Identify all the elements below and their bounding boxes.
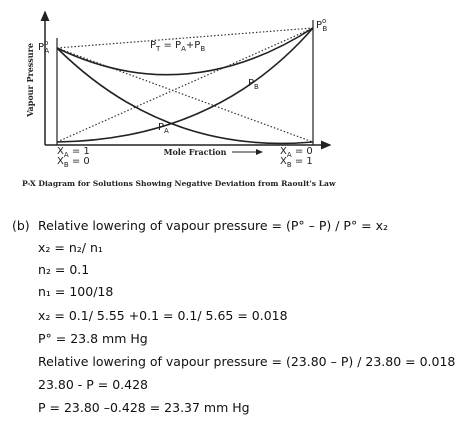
label-part: B <box>64 161 69 169</box>
solution-line: n₁ = 100/18 <box>38 284 114 299</box>
label-part: A <box>287 151 292 159</box>
ideal-total <box>56 27 314 49</box>
label-part: o <box>44 39 48 47</box>
diagram-label: Po A <box>38 39 49 55</box>
solution-line: 23.80 - P = 0.428 <box>38 377 148 392</box>
diagram: Vapour Pressure Mole Fraction P-X Diagra… <box>22 10 336 188</box>
label-part: B <box>322 25 327 33</box>
label-part: o <box>322 17 326 25</box>
diagram-label: XB = 0 <box>57 156 90 169</box>
label-part: X <box>280 146 287 157</box>
label-part: T <box>155 45 161 53</box>
x-axis-label: Mole Fraction <box>164 147 227 157</box>
diagram-label: PA <box>158 122 169 135</box>
label-part: = 0 <box>292 146 313 157</box>
label-part: A <box>164 127 169 135</box>
label-part: B <box>287 161 292 169</box>
label-part: X <box>280 156 287 167</box>
label-part: P <box>248 78 254 89</box>
solution-line: P = 23.80 –0.428 = 23.37 mm Hg <box>38 400 250 415</box>
label-part: P <box>150 40 156 51</box>
label-part: +P <box>186 40 200 51</box>
curve-b <box>56 27 314 143</box>
label-part: X <box>57 146 64 157</box>
label-part: A <box>44 47 49 55</box>
diagram-label: XB = 1 <box>280 156 313 169</box>
label-part: B <box>254 83 259 91</box>
solution-line: x₂ = 0.1/ 5.55 +0.1 = 0.1/ 5.65 = 0.018 <box>38 308 288 323</box>
curve-total <box>56 27 314 76</box>
label-part: = 0 <box>69 156 90 167</box>
diagram-label: Po B <box>316 17 327 33</box>
caption: P-X Diagram for Solutions Showing Negati… <box>22 179 336 188</box>
label-part: = 1 <box>292 156 313 167</box>
label-part: P <box>158 122 164 133</box>
diagram-label: PT = PA+PB <box>150 40 205 53</box>
label-part: A <box>64 151 69 159</box>
label-part: B <box>200 45 205 53</box>
label-part: P <box>316 20 322 31</box>
label-part: = P <box>160 40 181 51</box>
solution-line: P° = 23.8 mm Hg <box>38 331 148 346</box>
label-part: A <box>181 45 186 53</box>
solution-line: n₂ = 0.1 <box>38 262 90 277</box>
diagram-label: XA = 1 <box>57 146 90 159</box>
diagram-label: XA = 0 <box>280 146 313 159</box>
solution-line: Relative lowering of vapour pressure = (… <box>38 354 456 369</box>
ideal-b <box>56 27 314 143</box>
solution-line: x₂ = n₂/ n₁ <box>38 240 103 255</box>
y-axis-label: Vapour Pressure <box>25 43 35 118</box>
curve-a <box>56 47 314 145</box>
label-part: P <box>38 42 44 53</box>
solution-line: Relative lowering of vapour pressure = (… <box>38 218 389 233</box>
diagram-label: PB <box>248 78 259 91</box>
part-label: (b) <box>12 218 30 233</box>
label-part: X <box>57 156 64 167</box>
label-part: = 1 <box>69 146 90 157</box>
